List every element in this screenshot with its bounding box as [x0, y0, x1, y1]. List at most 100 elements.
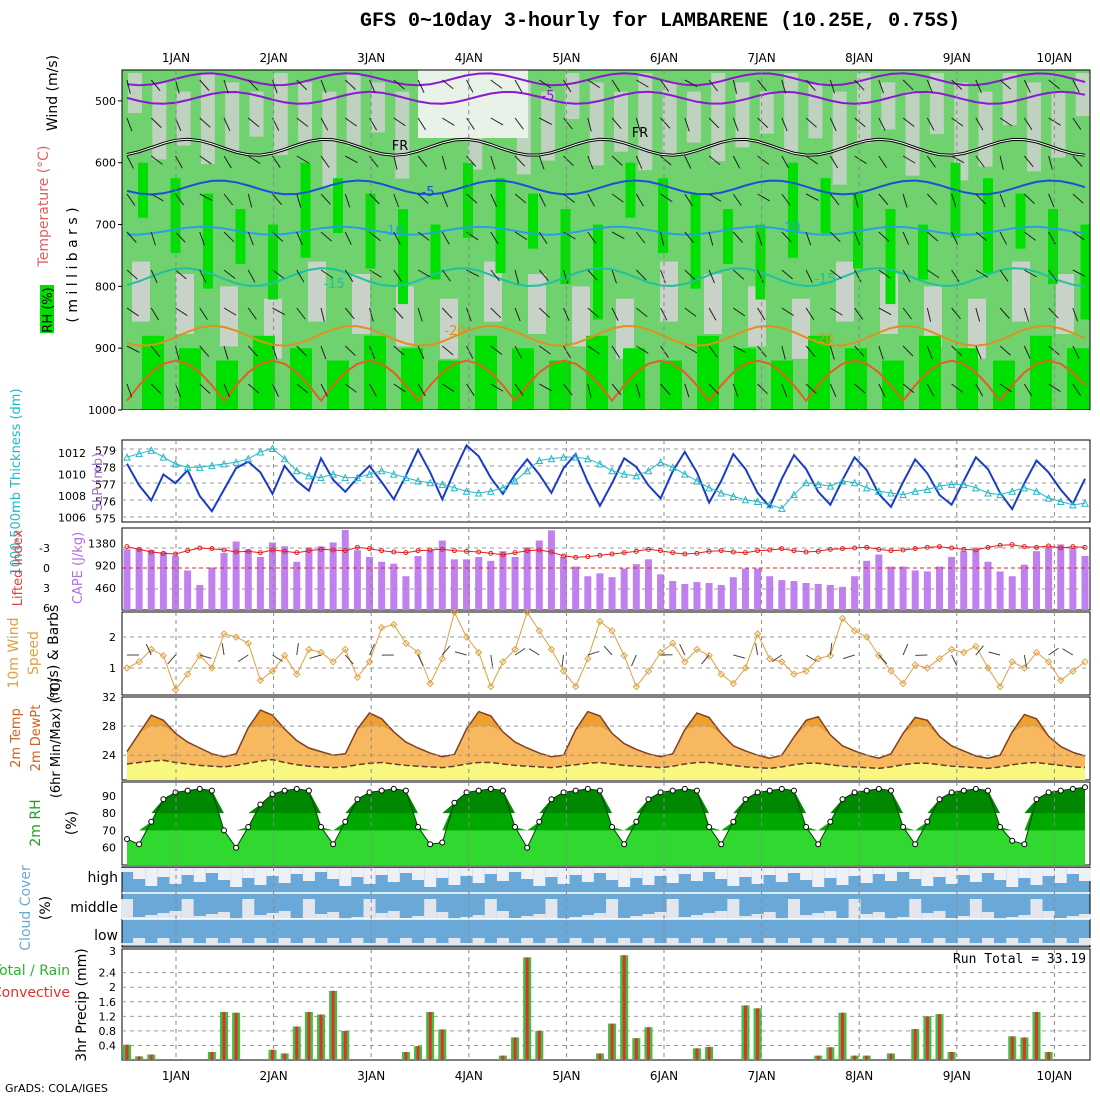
cloud-low-gap	[872, 943, 885, 945]
cloud-low-gap	[1079, 938, 1091, 945]
wind-barb	[563, 79, 572, 93]
wind-barb	[175, 307, 188, 316]
wind-speed-point	[814, 654, 822, 663]
lifted-index-point	[524, 548, 530, 554]
day-label-bottom: 7JAN	[748, 1069, 776, 1083]
wind-barb	[1048, 383, 1061, 392]
wind-barb	[538, 307, 550, 318]
cloud-high-gap	[836, 868, 849, 885]
wind-barb	[975, 345, 982, 360]
cloud-high-gap	[569, 868, 582, 875]
cloud-high-gap	[593, 868, 606, 873]
wind-barb	[635, 117, 641, 132]
wind-barb	[199, 345, 210, 357]
cloud-middle-gap	[205, 914, 218, 919]
thickness-point	[341, 473, 350, 482]
wind-barb	[975, 117, 984, 131]
wind-barb	[175, 155, 183, 169]
cloud-high-gap	[496, 868, 509, 881]
contour-label: -10	[382, 224, 403, 239]
wind-barb	[732, 269, 745, 280]
wind-speed-point	[183, 670, 192, 678]
cloud-middle-gap	[654, 912, 667, 919]
lifted-index-point	[136, 546, 142, 552]
wind-barb	[951, 269, 960, 283]
cloud-high-gap	[121, 868, 133, 872]
rh-dry-patch	[308, 261, 326, 322]
rh-dry-patch	[273, 73, 288, 156]
isotherm-line	[126, 267, 1086, 288]
cloud-high-gap	[969, 868, 982, 882]
precip-convective-bar	[816, 1055, 820, 1060]
lifted-index-point	[257, 550, 263, 556]
day-label-top: 6JAN	[650, 51, 678, 65]
rh-point	[972, 785, 979, 792]
wind-speed-point	[729, 679, 738, 688]
cloud-high-gap	[448, 868, 461, 885]
cloud-high-gap	[266, 868, 279, 876]
cloud-high-gap	[945, 868, 958, 884]
surface-wind-barb	[902, 643, 909, 656]
lifted-index-point	[645, 546, 651, 552]
day-label-bottom: 3JAN	[357, 1069, 385, 1083]
cape-bar	[172, 555, 180, 610]
surface-wind-barb	[603, 645, 613, 656]
surface-wind-barb	[441, 645, 451, 656]
cloud-middle-gap	[218, 912, 231, 919]
wind-barb	[539, 345, 551, 355]
surface-wind-barb	[344, 654, 354, 665]
cape-bar	[499, 551, 507, 610]
isotherm-line	[126, 179, 1086, 196]
rh-dry-patch	[1051, 91, 1066, 158]
wind-barb	[247, 307, 257, 320]
rh-point	[900, 823, 907, 830]
cape-bar	[196, 584, 204, 610]
wind-barb	[563, 193, 575, 203]
rh-dry-patch	[225, 82, 240, 151]
cape-bar	[281, 546, 289, 610]
rh-dry-patch	[220, 286, 238, 347]
cape-bar	[220, 553, 228, 610]
wind-barb	[199, 307, 208, 320]
lifted-index-point	[621, 550, 627, 556]
wind-speed-point	[935, 654, 944, 663]
lifted-index-point	[173, 551, 179, 557]
thickness-point	[911, 487, 920, 495]
wind-barb	[829, 155, 839, 169]
cloud-middle-gap	[715, 911, 728, 919]
cloud-low-gap	[981, 938, 994, 945]
wind-speed-point	[293, 670, 301, 678]
cloud-middle-gap	[933, 911, 946, 919]
rh-dry-patch	[929, 73, 944, 135]
thickness-point	[947, 480, 956, 488]
lifted-index-point	[597, 552, 603, 558]
cape-bar	[341, 529, 349, 610]
wind-barb	[1024, 231, 1036, 241]
wind-barb	[611, 231, 625, 240]
cloud-low-gap	[254, 938, 267, 945]
wind-speed-point	[681, 658, 689, 666]
wind-speed-point	[960, 648, 968, 657]
wind-barb	[466, 79, 474, 93]
cloud-low-gap	[557, 943, 570, 945]
cape-tick: 920	[95, 560, 116, 573]
cloud-middle-gap	[1042, 911, 1055, 919]
wind-barb	[684, 79, 698, 88]
precip-convective-bar	[853, 1055, 857, 1060]
cloud-high-gap	[315, 868, 328, 872]
wind-barb	[854, 383, 866, 394]
wind-barb	[490, 79, 503, 89]
wind-barb	[223, 383, 231, 398]
wind-barb	[538, 155, 545, 170]
wind-barb	[781, 155, 790, 169]
wind-speed-point	[256, 676, 265, 685]
cape-bar	[523, 547, 531, 610]
cloud-low-gap	[339, 943, 352, 945]
cape-bar	[814, 583, 822, 610]
wind-barb	[441, 79, 454, 90]
lifted-index-point	[852, 545, 858, 551]
lifted-index-point	[949, 545, 955, 551]
thickness-point	[741, 495, 750, 504]
lifted-index-point	[197, 545, 203, 551]
